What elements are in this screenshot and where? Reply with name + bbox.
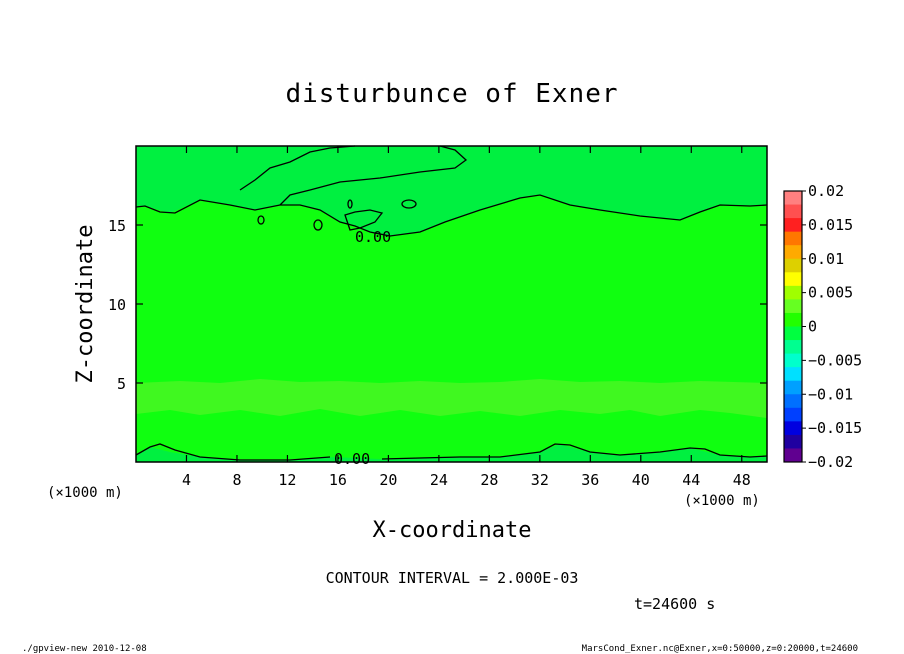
time-text: t=24600 s: [634, 595, 715, 613]
colorbar-tick-label: −0.015: [808, 419, 862, 437]
x-tick-label: 32: [531, 471, 549, 489]
colorbar-swatch: [784, 299, 802, 314]
footer-right: MarsCond_Exner.nc@Exner,x=0:50000,z=0:20…: [582, 644, 858, 654]
contour-line-island: [344, 209, 384, 231]
colorbar-swatch: [784, 367, 802, 382]
x-tick-label: 16: [329, 471, 347, 489]
colorbar-swatch: [784, 204, 802, 219]
contour-closed-loop: [313, 219, 323, 231]
x-axis-title: X-coordinate: [373, 518, 532, 543]
colorbar: 0.02 0.015 0.01 0.005 0 −0.005 −0.01 −0.015 −0.0…: [783, 182, 862, 471]
colorbar-swatch: [784, 421, 802, 436]
colorbar-tick-label: 0.02: [808, 182, 844, 200]
x-tick-label: 36: [581, 471, 599, 489]
colorbar-tick-label: −0.02: [808, 453, 853, 471]
x-tick-label: 4: [182, 471, 191, 489]
y-axis: 5 10 15: [108, 217, 767, 393]
contour-line-top-blob: [239, 145, 468, 206]
colorbar-swatch: [784, 312, 802, 327]
colorbar-tick-label: −0.01: [808, 385, 853, 403]
colorbar-swatch: [784, 380, 802, 395]
colorbar-swatch: [784, 218, 802, 233]
y-tick-label: 10: [108, 296, 126, 314]
x-tick-label: 28: [480, 471, 498, 489]
contour-closed-loop: [257, 215, 265, 225]
colorbar-swatch: [784, 245, 802, 260]
x-unit-label: (×1000 m): [47, 485, 123, 501]
colorbar-swatch: [784, 258, 802, 273]
upper-region-fill: [136, 146, 767, 236]
x-unit-label-right: (×1000 m): [684, 493, 760, 509]
colorbar-swatch: [784, 394, 802, 409]
y-tick-label: 5: [117, 375, 126, 393]
contour-closed-loop: [401, 199, 417, 209]
x-tick-label: 24: [430, 471, 448, 489]
colorbar-swatch: [784, 340, 802, 355]
colorbar-swatch: [784, 272, 802, 287]
chart-title: disturbunce of Exner: [285, 79, 618, 109]
contour-label: 0.00: [355, 228, 391, 246]
colorbar-tick-label: 0.005: [808, 284, 853, 302]
colorbar-tick-label: 0: [808, 318, 817, 336]
x-tick-label: 48: [733, 471, 751, 489]
bottom-region-fill: [136, 444, 767, 462]
x-axis: 4 8 12 16 20 24 28 32 36 40 44 48: [182, 146, 751, 489]
plot-area: 0.00 0.00: [135, 145, 768, 468]
colorbar-swatch: [784, 353, 802, 368]
colorbar-swatch: [784, 407, 802, 422]
contour-interval-text: CONTOUR INTERVAL = 2.000E-03: [326, 569, 579, 587]
colorbar-tick-label: 0.015: [808, 216, 853, 234]
colorbar-tick-label: −0.005: [808, 351, 862, 369]
contour-label: 0.00: [334, 450, 370, 468]
y-tick-label: 15: [108, 217, 126, 235]
footer-left: ./gpview-new 2010-12-08: [22, 644, 147, 654]
colorbar-swatch: [784, 231, 802, 246]
colorbar-tick-label: 0.01: [808, 250, 844, 268]
contour-line-upper: [135, 194, 768, 237]
contour-closed-loop: [347, 199, 353, 209]
colorbar-swatch: [784, 434, 802, 449]
x-tick-label: 8: [232, 471, 241, 489]
x-tick-label: 40: [632, 471, 650, 489]
lower-band-fill: [136, 379, 767, 418]
x-tick-label: 44: [682, 471, 700, 489]
colorbar-swatch: [784, 191, 802, 206]
contour-line-lower: [135, 443, 768, 461]
colorbar-swatch: [784, 448, 802, 463]
colorbar-swatch: [784, 285, 802, 300]
colorbar-swatch: [784, 326, 802, 341]
x-tick-label: 20: [379, 471, 397, 489]
x-tick-label: 12: [278, 471, 296, 489]
y-axis-title: Z-coordinate: [73, 225, 98, 384]
